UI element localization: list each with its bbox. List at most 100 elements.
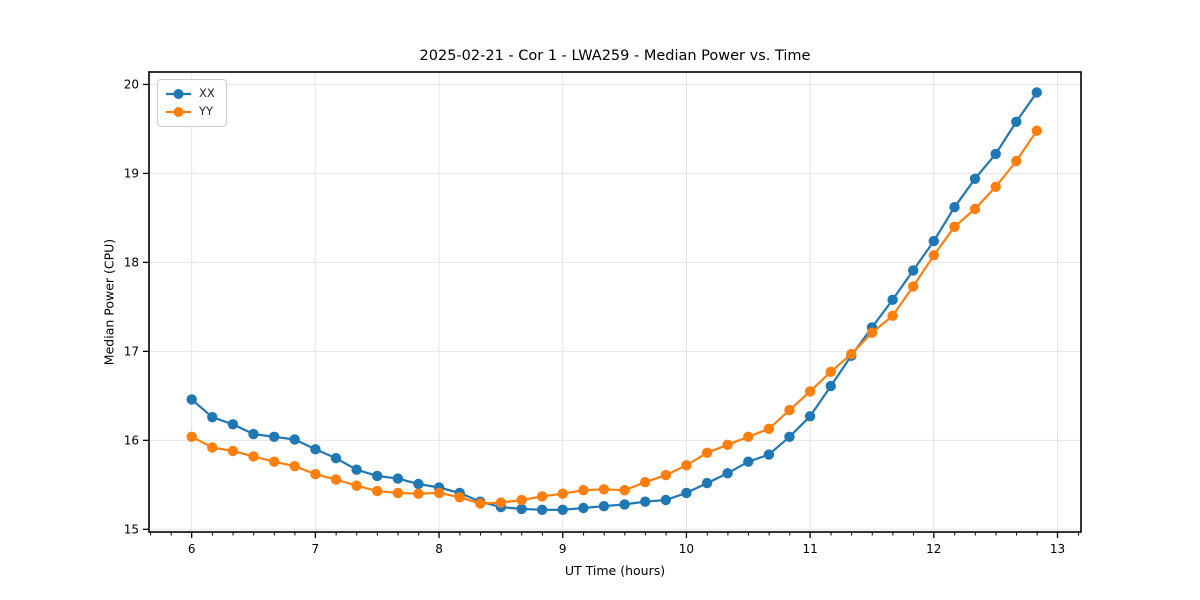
series-XX-marker [248, 428, 259, 440]
series-XX-marker [928, 235, 939, 247]
series-YY-marker [578, 485, 589, 496]
series-XX-marker [1031, 87, 1043, 98]
series-YY-marker [949, 221, 960, 232]
y-tick-label: 20 [124, 77, 139, 91]
series-XX-marker [516, 503, 527, 515]
x-tick-label: 10 [679, 542, 694, 556]
series-YY-marker [1031, 125, 1043, 136]
series-YY-marker [866, 327, 878, 338]
series-YY-marker [186, 431, 197, 442]
series-XX-marker [969, 173, 981, 184]
gridlines [149, 72, 1081, 532]
series-XX-marker [413, 478, 424, 490]
series-YY-marker [310, 469, 321, 480]
series-XX-marker [598, 501, 610, 512]
series-YY-marker [928, 250, 939, 261]
series-XX-marker [660, 494, 671, 506]
chart-title: 2025-02-21 - Cor 1 - LWA259 - Median Pow… [419, 48, 811, 64]
series-YY-marker [969, 203, 981, 215]
series-YY-marker [763, 423, 775, 434]
y-tick-label: 17 [124, 344, 139, 358]
series-XX-marker [681, 487, 692, 499]
legend-entry-yy: YY [165, 106, 219, 118]
series-XX-marker [207, 412, 218, 423]
series-XX-marker [186, 394, 197, 405]
series-XX-marker [701, 477, 713, 489]
series-XX-marker [289, 434, 300, 445]
series-XX-marker [227, 419, 239, 430]
series-XX-marker [784, 431, 795, 442]
legend-yy-label: YY [199, 104, 214, 119]
series-XX-marker [351, 464, 362, 475]
series-XX-marker [763, 449, 775, 460]
legend: XX YY [157, 79, 227, 127]
series-YY-marker [269, 456, 280, 467]
series-YY-marker [248, 451, 259, 462]
x-tick-label: 8 [435, 542, 443, 556]
series-YY-marker [640, 477, 651, 488]
x-tick-label: 12 [926, 542, 941, 556]
x-axis-label: UT Time (hours) [564, 563, 666, 578]
series-YY-marker [660, 469, 671, 481]
series-YY-marker [619, 485, 630, 496]
series-XX-marker [1011, 116, 1022, 128]
series-YY-marker [351, 480, 362, 491]
series-XX-marker [887, 294, 898, 305]
legend-entry-xx: XX [165, 88, 219, 100]
series-YY-marker [722, 439, 733, 450]
series-YY-marker [330, 474, 342, 485]
series-YY-marker [227, 445, 239, 457]
x-tick-label: 13 [1050, 542, 1065, 556]
series-YY-marker [990, 181, 1001, 192]
series-YY-marker [1011, 155, 1022, 167]
legend-xx-swatch [166, 89, 191, 99]
series-YY-marker [825, 366, 836, 377]
series-YY-marker [743, 431, 754, 442]
series-YY-marker [681, 460, 692, 471]
plot-spines [148, 71, 1082, 533]
series-YY-marker [289, 461, 300, 472]
series-XX-marker [310, 444, 321, 455]
x-tick-label: 7 [312, 542, 320, 556]
x-tick-label: 11 [802, 542, 817, 556]
series-XX-marker [392, 473, 404, 484]
series-YY-marker [454, 492, 465, 503]
y-axis: 15 16 17 18 19 20 [124, 77, 149, 536]
series-YY-marker [908, 281, 919, 292]
series-YY-marker [804, 386, 816, 397]
series-YY-marker [598, 484, 610, 495]
y-axis-label: Median Power (CPU) [101, 238, 117, 366]
series-XX-marker [722, 468, 733, 479]
series-XX-marker [908, 265, 919, 276]
series-YY-marker [846, 348, 857, 360]
series-XX-marker [269, 431, 280, 442]
series-YY-marker [495, 497, 507, 508]
series-YY-marker [207, 442, 218, 453]
series-XX-marker [536, 504, 548, 515]
x-tick-label: 9 [559, 542, 567, 556]
y-tick-label: 19 [124, 166, 139, 180]
series-YY-marker [475, 498, 486, 509]
y-tick-label: 18 [124, 255, 139, 269]
series-XX-marker [640, 496, 651, 507]
series-YY-marker [413, 488, 424, 499]
series-YY-marker [433, 487, 445, 499]
series-XX-marker [372, 470, 383, 482]
series-XX-marker [330, 453, 342, 464]
series-XX-marker [990, 148, 1001, 160]
legend-yy-swatch [166, 107, 191, 117]
y-tick-label: 15 [124, 522, 139, 536]
series-YY-marker [887, 310, 898, 321]
series-YY-marker [516, 494, 527, 506]
series-XX-marker [619, 499, 630, 510]
series-YY-marker [392, 487, 404, 499]
series-YY-marker [701, 447, 713, 458]
series-YY-marker [784, 404, 795, 416]
x-tick-label: 6 [188, 542, 196, 556]
series-YY-marker [372, 485, 383, 497]
legend-xx-label: XX [199, 86, 215, 101]
series-YY-marker [557, 488, 568, 499]
y-tick-label: 16 [124, 433, 139, 447]
series-XX [186, 87, 1043, 515]
